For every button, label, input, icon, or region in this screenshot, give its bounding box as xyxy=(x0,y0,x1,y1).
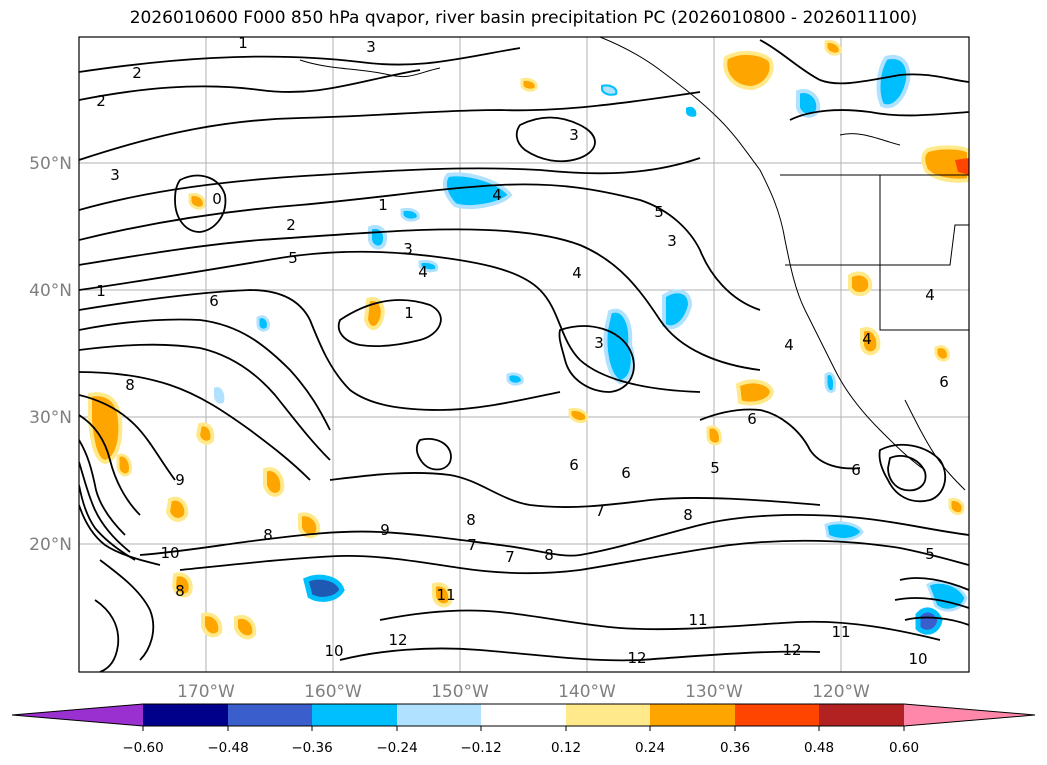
contour-label: 4 xyxy=(418,263,428,281)
lat-label-40n: 40°N xyxy=(29,281,72,301)
longitude-labels: 170°W 160°W 150°W 140°W 130°W 120°W xyxy=(177,682,870,702)
map-area xyxy=(79,37,969,672)
colorbar-segment xyxy=(228,704,312,726)
contour-label: 8 xyxy=(125,376,135,394)
colorbar-tick-label: −0.24 xyxy=(376,740,417,756)
contour-label: 11 xyxy=(831,623,850,641)
figure-title: 2026010600 F000 850 hPa qvapor, river ba… xyxy=(129,8,918,28)
colorbar-ticks: −0.60 −0.48 −0.36 −0.24 −0.12 0.12 0.24 … xyxy=(122,740,919,756)
contour-label: 6 xyxy=(569,456,579,474)
colorbar-tick-label: −0.48 xyxy=(207,740,248,756)
contour-label: 1 xyxy=(404,304,414,322)
contour-label: 8 xyxy=(263,526,273,544)
lat-label-50n: 50°N xyxy=(29,154,72,174)
colorbar xyxy=(11,703,1036,731)
lon-label-140w: 140°W xyxy=(558,682,616,702)
colorbar-tick-label: 0.48 xyxy=(804,740,834,756)
contour-label: 4 xyxy=(572,264,582,282)
contour-label: 7 xyxy=(467,536,477,554)
contour-label: 12 xyxy=(388,631,407,649)
colorbar-segment xyxy=(397,704,481,726)
colorbar-tick-label: −0.36 xyxy=(291,740,332,756)
contour-label: 6 xyxy=(747,410,757,428)
contour-label: 6 xyxy=(621,464,631,482)
contour-label: 3 xyxy=(594,334,604,352)
gridlines xyxy=(79,37,969,672)
contour-label: 5 xyxy=(288,249,298,267)
colorbar-tick-label: 0.12 xyxy=(551,740,581,756)
colorbar-tick-label: −0.60 xyxy=(122,740,163,756)
latitude-labels: 50°N 40°N 30°N 20°N xyxy=(29,154,72,555)
contour-label: 4 xyxy=(492,186,502,204)
contour-label: 9 xyxy=(380,521,390,539)
lat-label-30n: 30°N xyxy=(29,408,72,428)
colorbar-segment xyxy=(481,704,566,726)
contour-label: 1 xyxy=(378,196,388,214)
contour-label: 5 xyxy=(925,545,935,563)
contour-label: 12 xyxy=(627,649,646,667)
contour-label: 6 xyxy=(209,292,219,310)
lon-label-120w: 120°W xyxy=(812,682,870,702)
contour-label: 6 xyxy=(939,373,949,391)
qvapor-contours xyxy=(79,39,969,672)
contour-label: 10 xyxy=(160,544,179,562)
contour-label: 2 xyxy=(286,216,296,234)
contour-label: 8 xyxy=(466,511,476,529)
coastlines xyxy=(299,37,969,491)
contour-label: 3 xyxy=(667,232,677,250)
contour-label: 4 xyxy=(925,286,935,304)
contour-label: 3 xyxy=(403,240,413,258)
colorbar-tick-label: 0.24 xyxy=(635,740,665,756)
contour-label: 2 xyxy=(96,92,106,110)
contour-label: 3 xyxy=(569,126,579,144)
contour-label: 6 xyxy=(851,461,861,479)
contour-label: 0 xyxy=(212,190,222,208)
lon-label-170w: 170°W xyxy=(177,682,235,702)
lat-label-20n: 20°N xyxy=(29,535,72,555)
contour-label: 5 xyxy=(710,459,720,477)
contour-label: 1 xyxy=(96,282,106,300)
lon-label-130w: 130°W xyxy=(685,682,743,702)
colorbar-tick-label: −0.12 xyxy=(460,740,501,756)
contour-label: 8 xyxy=(683,506,693,524)
contour-label: 7 xyxy=(595,502,605,520)
colorbar-segment xyxy=(735,704,819,726)
colorbar-segment xyxy=(650,704,735,726)
contour-label: 8 xyxy=(544,546,554,564)
colorbar-segment xyxy=(819,704,904,726)
colorbar-extend-high xyxy=(904,704,1035,726)
colorbar-tick-label: 0.36 xyxy=(720,740,750,756)
precip-positive-patches xyxy=(88,40,969,640)
contour-label: 9 xyxy=(175,471,185,489)
contour-label: 3 xyxy=(366,38,376,56)
colorbar-extend-low xyxy=(12,704,143,726)
colorbar-segment xyxy=(566,704,650,726)
contour-label: 12 xyxy=(782,641,801,659)
contour-label: 4 xyxy=(784,336,794,354)
contour-label: 4 xyxy=(862,330,872,348)
lon-label-160w: 160°W xyxy=(304,682,362,702)
contour-label: 11 xyxy=(436,586,455,604)
contour-label: 11 xyxy=(688,611,707,629)
contour-label: 10 xyxy=(908,650,927,668)
lon-label-150w: 150°W xyxy=(431,682,489,702)
contour-label: 5 xyxy=(654,203,664,221)
colorbar-segment xyxy=(143,704,228,726)
contour-label: 7 xyxy=(505,548,515,566)
contour-label: 3 xyxy=(110,166,120,184)
colorbar-segment xyxy=(312,704,397,726)
contour-label: 2 xyxy=(132,64,142,82)
contour-label: 1 xyxy=(238,34,248,52)
map-frame xyxy=(78,36,970,673)
colorbar-tick-label: 0.60 xyxy=(889,740,919,756)
contour-label: 10 xyxy=(324,642,343,660)
contour-label: 8 xyxy=(175,582,185,600)
